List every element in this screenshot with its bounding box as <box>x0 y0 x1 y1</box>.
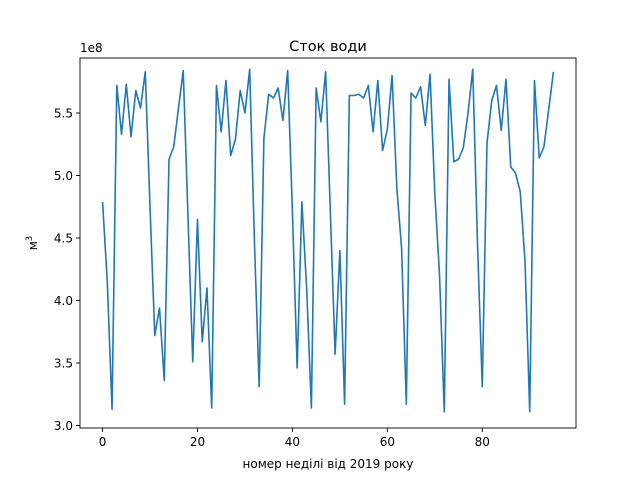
x-tick-label: 20 <box>190 435 205 449</box>
x-tick-label: 60 <box>380 435 395 449</box>
y-offset-label: 1e8 <box>80 41 103 55</box>
x-axis-ticks: 0 20 40 60 80 <box>99 428 490 449</box>
y-axis-label: м3 <box>25 236 40 250</box>
x-tick-label: 80 <box>475 435 490 449</box>
y-axis-label-base: м <box>26 241 40 250</box>
y-tick-label: 4.5 <box>54 231 73 245</box>
y-tick-label: 4.0 <box>54 294 73 308</box>
y-axis-ticks: 3.0 3.5 4.0 4.5 5.0 5.5 <box>54 106 80 433</box>
x-tick-label: 0 <box>99 435 107 449</box>
y-tick-label: 5.5 <box>54 106 73 120</box>
x-tick-label: 40 <box>285 435 300 449</box>
y-tick-label: 5.0 <box>54 169 73 183</box>
series-line <box>101 68 555 413</box>
x-axis-label: номер неділі від 2019 року <box>243 457 414 471</box>
y-tick-label: 3.5 <box>54 356 73 370</box>
y-tick-label: 3.0 <box>54 419 73 433</box>
y-axis-label-superscript: 3 <box>25 236 35 241</box>
plot-frame <box>79 57 577 429</box>
chart-title: Сток води <box>289 39 367 55</box>
